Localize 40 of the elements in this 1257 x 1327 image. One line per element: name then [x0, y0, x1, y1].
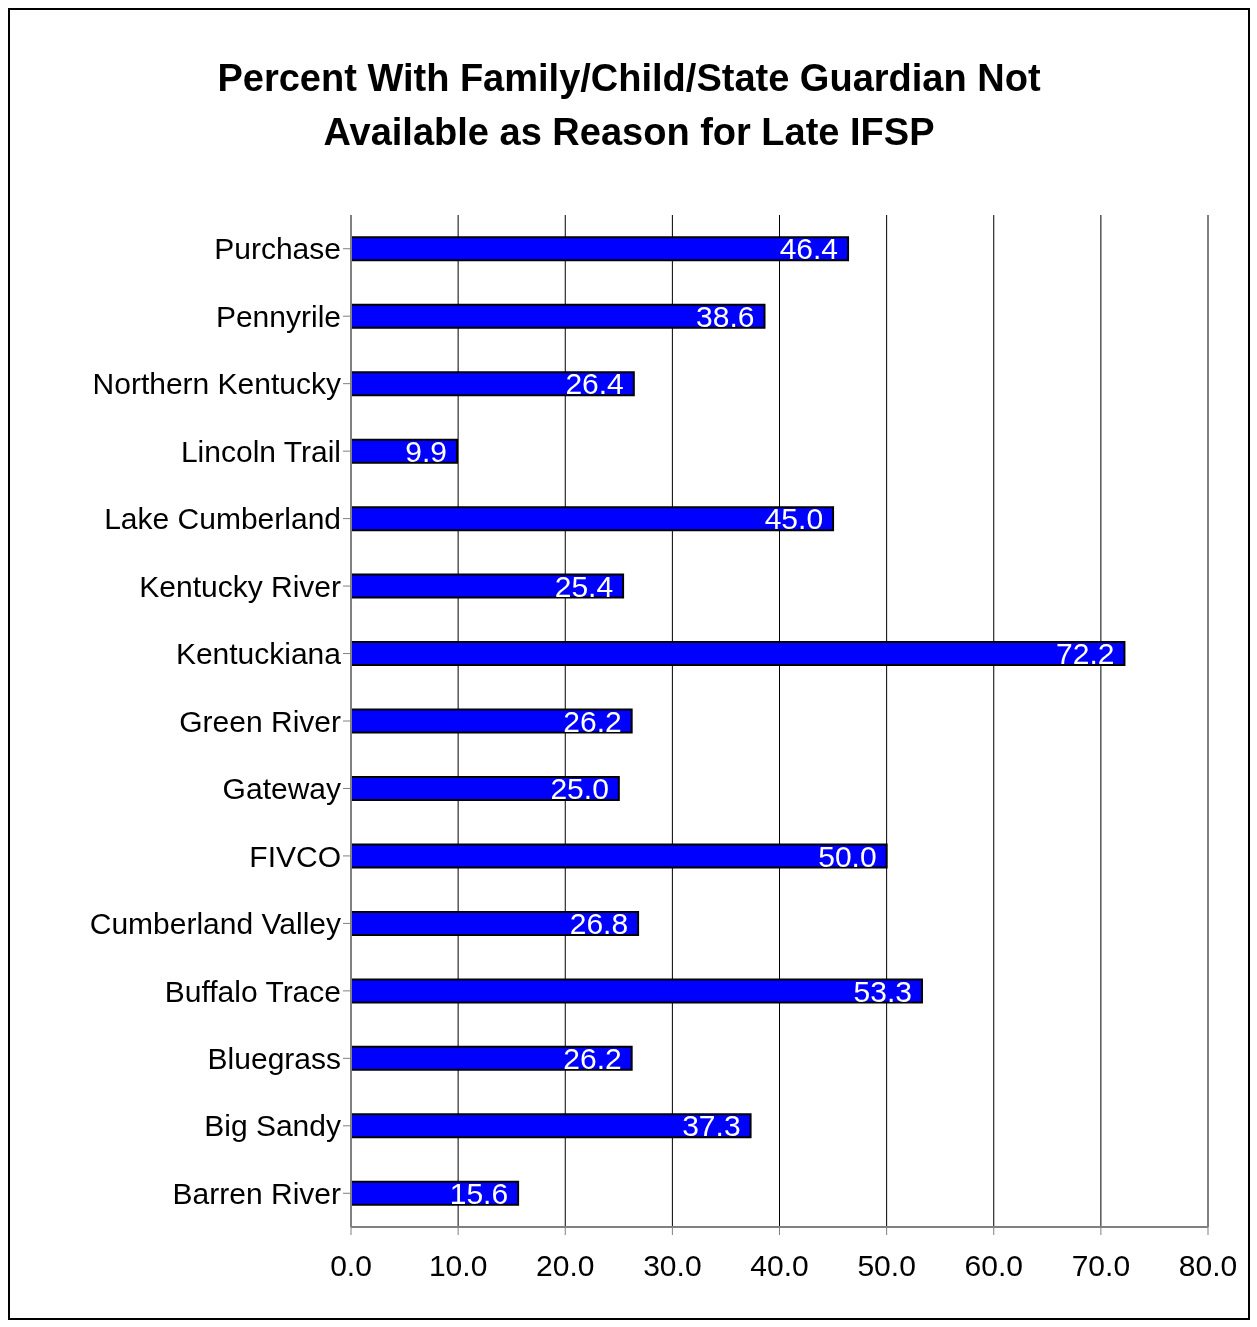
data-label: 46.4 — [779, 232, 839, 266]
y-tick-label: Barren River — [172, 1176, 341, 1210]
x-tick-label: 40.0 — [750, 1249, 809, 1283]
data-label: 25.0 — [550, 772, 609, 806]
y-tick-label: Kentuckiana — [175, 637, 342, 671]
y-tick-label: Lincoln Trail — [180, 434, 341, 468]
x-tick-label: 70.0 — [1071, 1249, 1131, 1283]
y-tick-label: Lake Cumberland — [104, 502, 341, 536]
y-tick-label: Northern Kentucky — [92, 367, 341, 401]
data-label: 53.3 — [853, 974, 912, 1008]
data-label: 26.2 — [563, 704, 622, 738]
chart-title: Percent With Family/Child/State Guardian Not Available as Reason for Late IFSP — [216, 56, 1042, 155]
y-tick-label: Buffalo Trace — [164, 974, 341, 1008]
y-tick-label: Kentucky River — [139, 569, 341, 603]
x-tick-label: 60.0 — [964, 1249, 1023, 1283]
x-tick-label: 10.0 — [428, 1249, 488, 1283]
data-label: 50.0 — [818, 839, 877, 873]
data-label: 45.0 — [764, 502, 824, 536]
y-tick-label: Cumberland Valley — [89, 907, 341, 941]
data-label: 26.4 — [565, 367, 624, 401]
data-label: 15.6 — [449, 1176, 509, 1210]
data-label: 37.3 — [682, 1109, 741, 1143]
data-label: 38.6 — [696, 299, 755, 333]
y-tick-label: Purchase — [214, 232, 341, 266]
y-tick-label: Bluegrass — [207, 1041, 341, 1075]
y-tick-label: Gateway — [222, 772, 341, 806]
x-tick-label: 80.0 — [1178, 1249, 1238, 1283]
data-label: 72.2 — [1056, 637, 1115, 671]
data-label: 26.2 — [563, 1042, 622, 1076]
y-tick-label: Big Sandy — [204, 1109, 341, 1143]
y-tick-label: Green River — [179, 704, 342, 738]
x-tick-label: 30.0 — [643, 1249, 702, 1283]
data-label: 9.9 — [405, 434, 448, 468]
y-tick-label: Pennyrile — [215, 299, 341, 333]
y-tick-label: FIVCO — [249, 839, 341, 873]
x-tick-label: 50.0 — [857, 1249, 916, 1283]
x-tick-label: 0.0 — [330, 1249, 372, 1283]
x-tick-label: 20.0 — [536, 1249, 595, 1283]
data-label: 26.8 — [569, 907, 629, 941]
data-label: 25.4 — [554, 569, 614, 603]
